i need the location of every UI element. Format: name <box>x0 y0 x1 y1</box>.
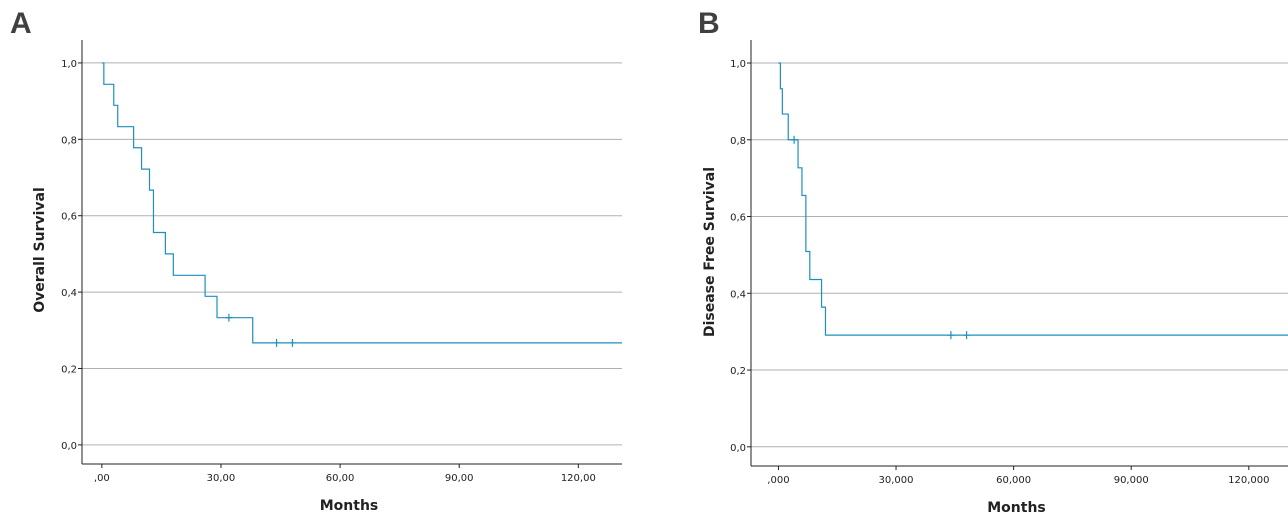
y-tick-label: 0,6 <box>730 213 746 224</box>
x-tick-label: ,000 <box>767 475 789 486</box>
y-tick-label: 0,4 <box>730 289 746 300</box>
y-tick-label: 1,0 <box>61 59 77 70</box>
x-tick-label: 120,000 <box>1228 475 1269 486</box>
y-tick-label: 0,8 <box>61 135 77 146</box>
x-tick-label: 30,00 <box>207 473 236 484</box>
x-tick-label: 60,00 <box>326 473 355 484</box>
x-tick-label: ,00 <box>94 473 110 484</box>
x-tick-label: 60,000 <box>996 475 1031 486</box>
panel-label-b: B <box>698 7 720 40</box>
y-tick-label: 0,0 <box>61 441 77 452</box>
x-tick-label: 30,000 <box>879 475 914 486</box>
y-tick-label: 1,0 <box>730 59 746 70</box>
y-tick-label: 0,2 <box>61 365 77 376</box>
x-axis-title: Months <box>987 500 1046 514</box>
x-tick-label: 90,00 <box>445 473 474 484</box>
y-axis-title: Overall Survival <box>32 187 48 313</box>
y-axis-title: Disease Free Survival <box>702 167 718 337</box>
y-tick-label: 0,8 <box>730 136 746 147</box>
disease-free-survival-chart: 0,0 0,2 0,4 0,6 0,8 1,0 ,000 30,000 60,000 90,000… <box>702 40 1288 514</box>
survival-curve <box>101 62 622 344</box>
panel-label-a: A <box>10 7 32 40</box>
y-tick-label: 0,2 <box>730 366 746 377</box>
overall-survival-chart: 0,0 0,2 0,4 0,6 0,8 1,0 ,00 30,00 60,00 90,00 120,… <box>32 40 622 514</box>
x-tick-label: 90,000 <box>1114 475 1149 486</box>
y-tick-label: 0,4 <box>61 288 77 299</box>
x-axis-title: Months <box>320 498 379 514</box>
x-tick-label: 120,00 <box>561 473 596 484</box>
y-tick-label: 0,0 <box>730 443 746 454</box>
survival-curve <box>778 62 1288 336</box>
y-tick-label: 0,6 <box>61 212 77 223</box>
